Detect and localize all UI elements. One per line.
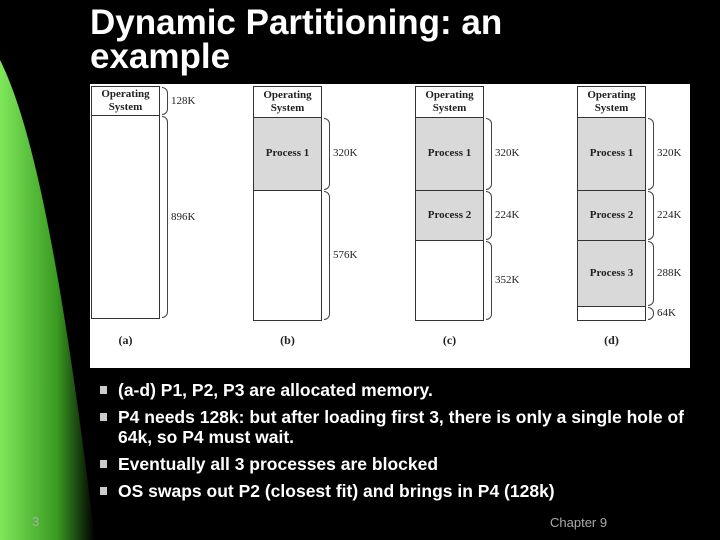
size-label: 320K <box>657 147 682 160</box>
bullet-item: OS swaps out P2 (closest fit) and brings… <box>98 481 708 501</box>
memory-block <box>415 240 484 321</box>
memory-block: Operating System <box>253 86 322 118</box>
memory-block: Process 1 <box>577 117 646 191</box>
chapter-label: Chapter 9 <box>550 515 608 530</box>
green-decoration <box>0 60 95 540</box>
size-label: 224K <box>657 208 682 221</box>
brace <box>162 87 168 115</box>
memory-block: Process 1 <box>415 117 484 191</box>
memory-block: Operating System <box>415 86 484 118</box>
bullet-item: (a-d) P1, P2, P3 are allocated memory. <box>98 380 708 400</box>
brace <box>486 118 492 190</box>
bullet-marker <box>100 386 107 394</box>
bullet-text: OS swaps out P2 (closest fit) and brings… <box>118 481 555 501</box>
memory-block: Process 2 <box>577 189 646 242</box>
bullet-marker <box>100 487 107 495</box>
column-label: (a) <box>118 333 133 347</box>
figure: Operating System 128K 896K (a) Operating Sys… <box>90 84 690 368</box>
bullet-marker <box>100 413 107 421</box>
page-number: 3 <box>32 514 40 529</box>
column-label: (c) <box>442 333 457 347</box>
brace <box>162 116 168 318</box>
bullet-item: P4 needs 128k: but after loading first 3… <box>98 407 708 447</box>
column-label: (d) <box>604 333 619 347</box>
bullet-list: (a-d) P1, P2, P3 are allocated memory. P4… <box>98 380 708 508</box>
memory-block: Process 3 <box>577 240 646 307</box>
column-label: (b) <box>280 333 295 347</box>
brace <box>324 190 330 320</box>
memory-block <box>577 305 646 321</box>
brace <box>324 118 330 190</box>
size-label: 576K <box>333 248 358 261</box>
memory-block: Process 2 <box>415 189 484 242</box>
size-label: 320K <box>333 147 358 160</box>
size-label: 128K <box>171 94 196 107</box>
brace <box>648 190 654 241</box>
memory-block <box>253 189 322 321</box>
bullet-text: Eventually all 3 processes are blocked <box>118 454 439 474</box>
brace <box>648 118 654 190</box>
brace <box>648 241 654 306</box>
size-label: 288K <box>657 266 682 279</box>
size-label: 896K <box>171 210 196 223</box>
bullet-marker <box>100 460 107 468</box>
slide-title: Dynamic Partitioning: an example <box>90 3 503 76</box>
size-label: 224K <box>495 208 520 221</box>
size-label: 320K <box>495 147 520 160</box>
memory-block: Process 1 <box>253 117 322 191</box>
size-label: 352K <box>495 274 520 287</box>
memory-block <box>91 115 160 319</box>
bullet-text: P4 needs 128k: but after loading first 3… <box>118 407 684 447</box>
brace <box>486 241 492 320</box>
brace <box>486 190 492 241</box>
memory-block: Operating System <box>91 86 160 116</box>
memory-block: Operating System <box>577 86 646 118</box>
bullet-text: (a-d) P1, P2, P3 are allocated memory. <box>118 380 433 400</box>
brace <box>648 306 654 320</box>
bullet-item: Eventually all 3 processes are blocked <box>98 454 708 474</box>
size-label: 64K <box>657 306 676 319</box>
